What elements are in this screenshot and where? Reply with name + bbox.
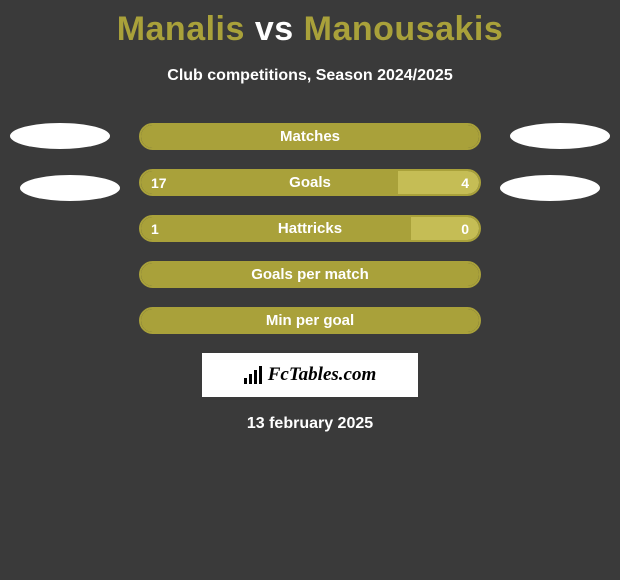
bar-left <box>141 309 479 332</box>
bar-left <box>141 125 479 148</box>
stat-value-left: 17 <box>151 175 167 191</box>
avatar-placeholder <box>20 175 120 201</box>
bar-left <box>141 171 398 194</box>
subtitle: Club competitions, Season 2024/2025 <box>0 67 620 85</box>
avatar-placeholder <box>10 123 110 149</box>
bars-icon <box>244 366 262 384</box>
avatar-placeholder <box>510 123 610 149</box>
stat-row: Goals174 <box>139 169 481 196</box>
stat-row: Matches <box>139 123 481 150</box>
logo-box: FcTables.com <box>202 353 418 397</box>
avatar-placeholder <box>500 175 600 201</box>
player1-name: Manalis <box>117 10 245 48</box>
date-label: 13 february 2025 <box>0 415 620 433</box>
stat-row: Min per goal <box>139 307 481 334</box>
stat-row: Hattricks10 <box>139 215 481 242</box>
vs-label: vs <box>255 10 294 48</box>
comparison-title: Manalis vs Manousakis <box>0 0 620 49</box>
bar-left <box>141 263 479 286</box>
bar-left <box>141 217 411 240</box>
stat-row: Goals per match <box>139 261 481 288</box>
stat-value-right: 0 <box>461 221 469 237</box>
player2-name: Manousakis <box>304 10 504 48</box>
stat-value-left: 1 <box>151 221 159 237</box>
logo: FcTables.com <box>244 364 377 386</box>
logo-text: FcTables.com <box>268 364 377 386</box>
stat-value-right: 4 <box>461 175 469 191</box>
comparison-chart: MatchesGoals174Hattricks10Goals per matc… <box>0 123 620 334</box>
